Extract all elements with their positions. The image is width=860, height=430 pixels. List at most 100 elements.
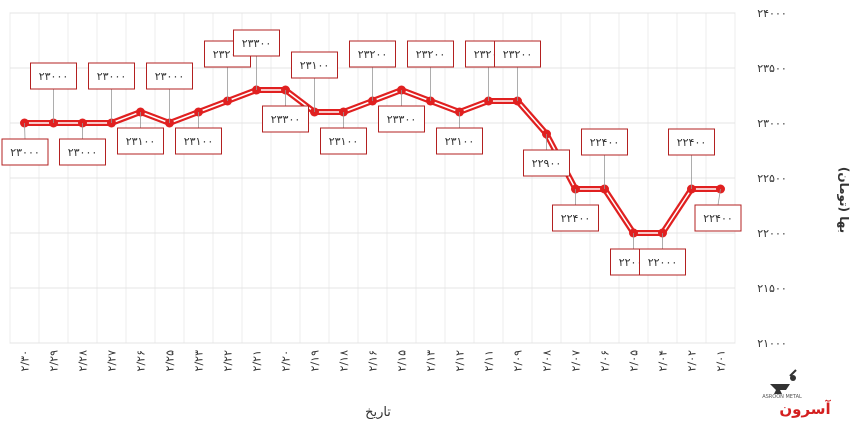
data-label-text: ۲۲۴۰۰ xyxy=(561,212,591,225)
x-tick-label: ۲/۱۳ xyxy=(425,350,438,372)
data-label-box xyxy=(59,138,106,166)
x-tick-label: ۲/۱۱ xyxy=(483,350,496,371)
data-label-box xyxy=(30,62,77,90)
data-label-box xyxy=(88,62,135,90)
x-tick-label: ۲/۲۳ xyxy=(193,350,206,372)
y-tick-label: ۲۴۰۰۰ xyxy=(757,7,787,20)
data-label-text: ۲۳۳۰۰ xyxy=(387,113,417,126)
data-label: ۲۲۴۰۰ xyxy=(581,128,628,189)
x-tick-label: ۲/۰۴ xyxy=(657,350,670,372)
data-label: ۲۲۴۰۰ xyxy=(694,188,742,232)
data-label-box xyxy=(117,127,164,155)
x-tick-label: ۲/۱۵ xyxy=(396,350,409,372)
data-label: ۲۲۹۰۰ xyxy=(523,134,570,177)
data-label-text: ۲۳۲۰۰ xyxy=(503,48,533,61)
data-label-box xyxy=(291,51,338,79)
data-label: ۲۳۰۰۰ xyxy=(88,62,135,123)
data-label: ۲۳۰۰۰ xyxy=(146,62,193,123)
data-label: ۲۳۰۰۰ xyxy=(1,122,49,166)
x-axis-label: تاریخ xyxy=(365,405,391,420)
data-label-box xyxy=(436,127,483,155)
x-tick-label: ۲/۰۱ xyxy=(715,350,728,371)
x-tick-label: ۲/۰۸ xyxy=(541,350,554,372)
data-label-leader xyxy=(717,188,721,206)
data-label-box xyxy=(552,204,599,232)
data-label-box xyxy=(320,127,367,155)
data-label: ۲۳۳۰۰ xyxy=(262,90,309,133)
data-label-text: ۲۳۲۰۰ xyxy=(416,48,446,61)
data-label-text: ۲۲۴۰۰ xyxy=(677,136,707,149)
data-label-box xyxy=(262,105,309,133)
data-label: ۲۲۴۰۰ xyxy=(668,128,715,189)
data-label-text: ۲۳۱۰۰ xyxy=(300,59,330,72)
data-label: ۲۲۰۰۰ xyxy=(639,233,686,276)
x-tick-label: ۲/۰۶ xyxy=(599,350,612,371)
y-tick-label: ۲۲۵۰۰ xyxy=(757,172,787,185)
brand-logo: ASROON METAL آسرون xyxy=(762,369,832,418)
data-label-text: ۲۳۳۰۰ xyxy=(271,113,301,126)
data-label-text: ۲۲۰۰۰ xyxy=(648,256,678,269)
x-tick-label: ۲/۰۹ xyxy=(512,350,525,372)
data-label-box xyxy=(694,204,742,232)
y-axis-ticks: ۲۱۰۰۰ ۲۱۵۰۰ ۲۲۰۰۰ ۲۲۵۰۰ ۲۳۰۰۰ ۲۳۵۰۰ ۲۴۰۰۰ xyxy=(757,7,787,350)
logo-text: آسرون xyxy=(779,400,831,418)
x-tick-label: ۲/۲۷ xyxy=(106,350,119,372)
data-label-text: ۲۲۴۰۰ xyxy=(590,136,620,149)
data-label: ۲۳۲۰۰ xyxy=(407,40,454,101)
data-label: ۲۲۴۰۰ xyxy=(552,189,599,232)
x-tick-label: ۲/۱۶ xyxy=(367,350,380,371)
x-tick-label: ۲/۳۰ xyxy=(19,350,32,371)
data-label-box xyxy=(175,127,222,155)
data-label-text: ۲۳۳۰۰ xyxy=(242,37,272,50)
data-label: ۲۳۳۰۰ xyxy=(233,29,280,90)
data-label-box xyxy=(494,40,541,68)
data-label-text: ۲۳۰۰۰ xyxy=(10,146,40,159)
data-label: ۲۳۲۰۰ xyxy=(494,40,541,101)
data-label-box xyxy=(233,29,280,57)
data-label: ۲۳۰۰۰ xyxy=(59,123,106,166)
data-label-box xyxy=(581,128,628,156)
x-tick-label: ۲/۰۵ xyxy=(628,350,641,372)
data-label-box xyxy=(349,40,396,68)
data-label: ۲۳۱۰۰ xyxy=(175,112,222,155)
data-label: ۲۳۱۰۰ xyxy=(436,112,483,155)
data-label-box xyxy=(523,149,570,177)
data-label-text: ۲۳۰۰۰ xyxy=(39,70,69,83)
anvil-icon xyxy=(770,369,797,394)
x-tick-label: ۲/۲۰ xyxy=(280,350,293,371)
y-axis-label: بها (تومان) xyxy=(836,167,851,233)
x-tick-label: ۲/۲۵ xyxy=(164,350,177,372)
data-label-text: ۲۳۰۰۰ xyxy=(68,146,98,159)
y-tick-label: ۲۳۰۰۰ xyxy=(757,117,787,130)
x-tick-label: ۲/۰۲ xyxy=(686,350,699,372)
data-label-box xyxy=(407,40,454,68)
data-label-box xyxy=(668,128,715,156)
data-labels: ۲۳۰۰۰ ۲۳۰۰۰ ۲۳۰۰۰ ۲۳۰۰۰ ۲۳۱۰۰ ۲۳۰۰۰ ۲۳۱۰۰ ۲۳۲۰۰… xyxy=(1,29,742,276)
logo-subtext: ASROON METAL xyxy=(762,394,802,400)
x-tick-label: ۲/۲۸ xyxy=(77,350,90,372)
data-label-box xyxy=(146,62,193,90)
x-tick-label: ۲/۲۶ xyxy=(135,350,148,371)
data-label: ۲۳۱۰۰ xyxy=(291,51,338,112)
data-label-text: ۲۳۱۰۰ xyxy=(329,135,359,148)
data-label-box xyxy=(639,248,686,276)
x-tick-label: ۲/۱۲ xyxy=(454,350,467,372)
x-tick-label: ۲/۱۹ xyxy=(309,350,322,372)
data-label-leader xyxy=(24,122,26,140)
data-label-box xyxy=(378,105,425,133)
x-tick-label: ۲/۱۸ xyxy=(338,350,351,372)
data-label-text: ۲۳۰۰۰ xyxy=(97,70,127,83)
data-label-text: ۲۳۱۰۰ xyxy=(184,135,214,148)
x-axis-ticks: ۲/۳۰ ۲/۲۹ ۲/۲۸ ۲/۲۷ ۲/۲۶ ۲/۲۵ ۲/۲۳ ۲/۲۲ ۲/۲۱ ۲/۲۰… xyxy=(19,350,728,372)
data-label-text: ۲۳۱۰۰ xyxy=(126,135,156,148)
data-label-text: ۲۳۲۰۰ xyxy=(358,48,388,61)
y-tick-label: ۲۲۰۰۰ xyxy=(757,227,787,240)
data-label: ۲۳۱۰۰ xyxy=(320,112,367,155)
x-tick-label: ۲/۰۷ xyxy=(570,350,583,372)
data-label-text: ۲۳۰۰۰ xyxy=(155,70,185,83)
data-label: ۲۳۲۰۰ xyxy=(349,40,396,101)
data-label-text: ۲۳۱۰۰ xyxy=(445,135,475,148)
data-label: ۲۳۳۰۰ xyxy=(378,90,425,133)
data-label-text: ۲۲۴۰۰ xyxy=(703,212,733,225)
